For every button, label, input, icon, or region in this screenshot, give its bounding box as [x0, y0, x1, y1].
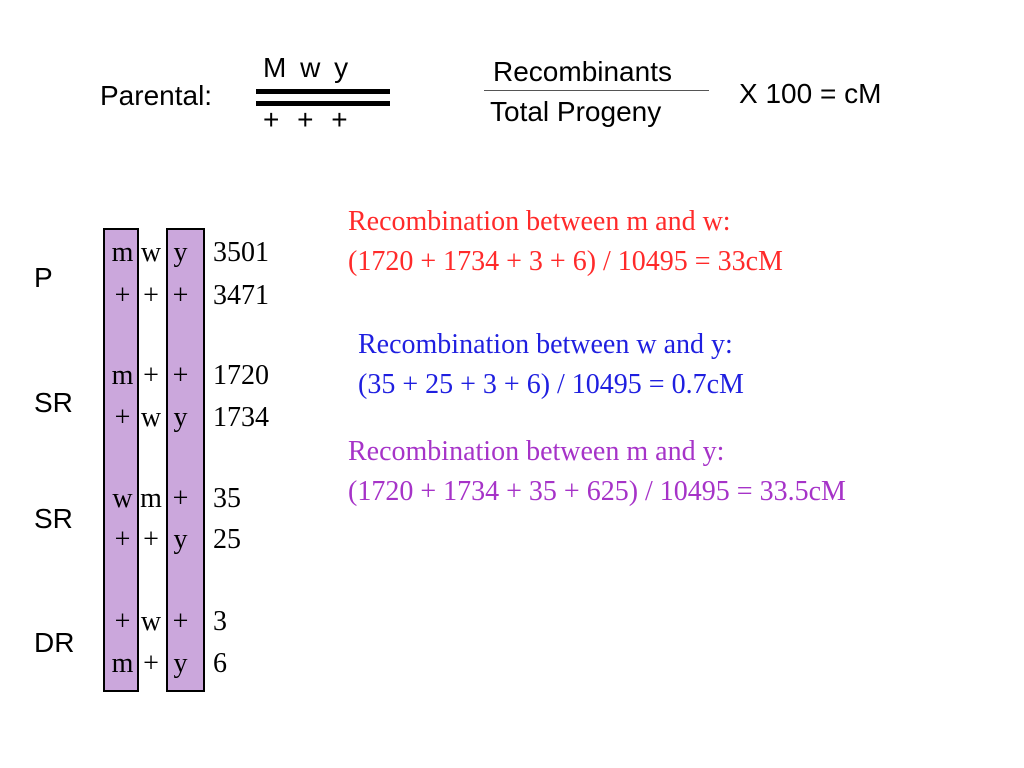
calc-w-y-title: Recombination between w and y: [358, 329, 733, 360]
allele-1: m [111, 360, 134, 391]
formula-multiplier: X 100 = cM [739, 78, 882, 109]
progeny-count: 25 [213, 524, 241, 555]
progeny-genotype: + w + [110, 606, 194, 638]
allele-2: + [143, 524, 159, 555]
allele-1: + [114, 280, 131, 311]
highlight-column-third-locus [166, 228, 205, 692]
allele-2: w [140, 606, 162, 637]
class-label-parental: P [34, 262, 53, 293]
allele-2: m [140, 483, 162, 514]
progeny-count: 3 [213, 606, 227, 637]
progeny-count: 1734 [213, 402, 269, 433]
calc-m-w-title: Recombination between m and w: [348, 206, 731, 237]
allele-3: y [173, 524, 188, 555]
progeny-count: 1720 [213, 360, 269, 391]
formula-denominator: Total Progeny [490, 96, 662, 127]
progeny-count: 6 [213, 648, 227, 679]
progeny-genotype: + + + [110, 280, 194, 312]
allele-1: + [114, 402, 131, 433]
progeny-genotype: + w y [110, 402, 194, 434]
allele-1: + [114, 606, 131, 637]
parental-top-genotype: M w y [263, 52, 349, 83]
calc-m-w-expression: (1720 + 1734 + 3 + 6) / 10495 = 33cM [348, 246, 783, 277]
allele-1: w [112, 483, 133, 514]
formula-numerator: Recombinants [493, 56, 672, 87]
class-label-single-recombinant-1: SR [34, 387, 73, 418]
allele-2: + [143, 360, 159, 391]
fraction-bar [484, 90, 709, 91]
allele-3: + [172, 483, 189, 514]
allele-3: + [172, 606, 189, 637]
allele-2: w [140, 402, 162, 433]
class-label-single-recombinant-2: SR [34, 503, 73, 534]
progeny-count: 3501 [213, 237, 269, 268]
allele-1: m [111, 648, 134, 679]
allele-3: y [173, 237, 188, 268]
parental-label: Parental: [100, 80, 213, 111]
allele-3: + [172, 280, 189, 311]
progeny-genotype: m + y [110, 648, 194, 680]
calc-m-y-title: Recombination between m and y: [348, 436, 725, 467]
highlight-column-first-locus [103, 228, 139, 692]
calc-m-y-expression: (1720 + 1734 + 35 + 625) / 10495 = 33.5c… [348, 476, 846, 507]
progeny-genotype: w m + [110, 483, 194, 515]
progeny-count: 3471 [213, 280, 269, 311]
chromosome-line-top [256, 89, 390, 94]
allele-2: w [140, 237, 162, 268]
allele-1: + [114, 524, 131, 555]
allele-3: y [173, 402, 188, 433]
allele-3: y [173, 648, 188, 679]
parental-bottom-genotype: + + + [263, 104, 348, 135]
calc-w-y-expression: (35 + 25 + 3 + 6) / 10495 = 0.7cM [358, 369, 744, 400]
allele-1: m [111, 237, 134, 268]
class-label-double-recombinant: DR [34, 627, 75, 658]
allele-2: + [143, 280, 159, 311]
progeny-genotype: + + y [110, 524, 194, 556]
progeny-count: 35 [213, 483, 241, 514]
allele-3: + [172, 360, 189, 391]
chromosome-line-bottom [256, 101, 390, 106]
allele-2: + [143, 648, 159, 679]
progeny-genotype: m + + [110, 360, 194, 392]
